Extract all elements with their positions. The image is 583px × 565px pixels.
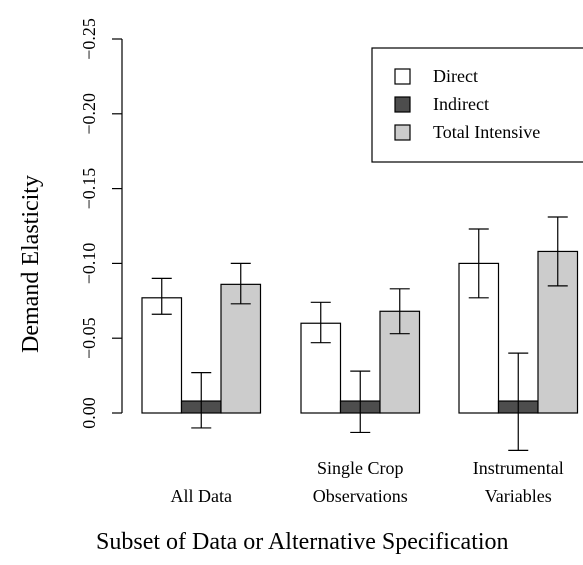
y-tick-label: 0.00: [79, 397, 99, 429]
legend-swatch-direct: [394, 68, 411, 85]
category-label: Observations: [313, 486, 408, 506]
y-tick-label: −0.15: [79, 168, 99, 210]
y-axis: 0.00 −0.05 −0.10 −0.15 −0.20 −0.25: [79, 18, 123, 429]
x-axis-title: Subset of Data or Alternative Specificat…: [96, 529, 509, 555]
legend-swatch-total-intensive: [394, 124, 411, 141]
category-labels: All Data Single Crop Observations Instrumen…: [171, 458, 564, 506]
legend-label: Direct: [433, 66, 478, 86]
legend-label: Indirect: [433, 94, 489, 114]
category-label: Single Crop: [317, 458, 404, 478]
legend-label: Total Intensive: [433, 122, 540, 142]
y-tick-label: −0.25: [79, 18, 99, 60]
legend-swatch-indirect: [394, 96, 411, 113]
error-bars: [151, 216, 568, 451]
category-label: Instrumental: [473, 458, 564, 478]
y-tick-label: −0.20: [79, 93, 99, 135]
category-label: All Data: [171, 486, 232, 506]
y-axis-title: Demand Elasticity: [18, 175, 44, 353]
category-label: Variables: [485, 486, 552, 506]
bar-direct: [141, 297, 183, 414]
y-tick-label: −0.05: [79, 317, 99, 359]
y-tick-label: −0.10: [79, 243, 99, 285]
legend: Direct Indirect Total Intensive: [371, 47, 583, 163]
bar-direct: [300, 322, 342, 414]
bar-total-intensive: [220, 283, 262, 414]
